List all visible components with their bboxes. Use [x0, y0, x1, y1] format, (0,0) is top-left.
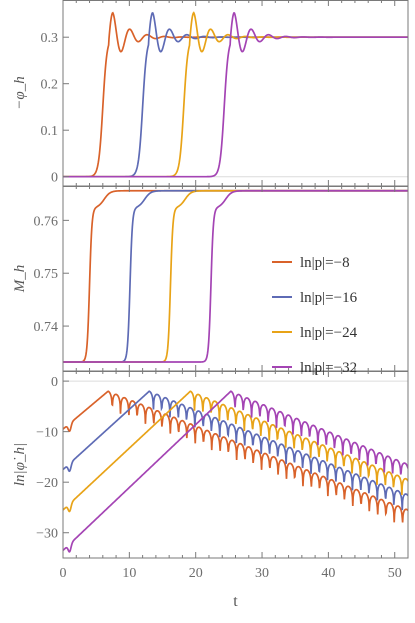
y-tick-label: 0.74: [34, 320, 59, 335]
y-tick-label: 0.75: [34, 267, 59, 282]
series-line-4: [63, 11, 408, 178]
x-tick-label: 0: [60, 566, 67, 581]
legend-entry-label: ln|p|=−16: [300, 290, 358, 306]
x-tick-label: 20: [189, 566, 203, 581]
y-tick-label: −10: [36, 426, 58, 441]
y-tick-label: 0.3: [41, 31, 59, 46]
x-axis-label: t: [233, 593, 238, 610]
x-tick-label: 30: [255, 566, 269, 581]
series-line-3: [63, 390, 408, 513]
plot-frame: [62, 186, 409, 372]
y-tick-label: 0: [51, 171, 58, 186]
y-tick-label: 0.76: [34, 214, 59, 229]
y-tick-label: 0.1: [41, 124, 59, 139]
plot-frame: [62, 0, 409, 187]
y-axis-label: −φ_h: [12, 76, 28, 109]
panel-bottom-log-phidot: 0 −10 −20 −30 ln|φ̇_h| 0 10 20 30 40 50 t: [12, 371, 409, 610]
panel-top-phi: 0 0.1 0.2 0.3 −φ_h: [12, 0, 409, 187]
legend: ln|p|=−8 ln|p|=−16 ln|p|=−24 ln|p|=−32: [272, 255, 358, 376]
x-tick-label: 40: [321, 566, 335, 581]
x-tick-label: 50: [388, 566, 402, 581]
legend-entry-label: ln|p|=−32: [300, 360, 357, 376]
y-tick-label: −30: [36, 527, 58, 542]
series-line-1: [63, 390, 408, 523]
y-tick-label: −20: [36, 476, 58, 491]
y-axis-label: M_h: [12, 265, 28, 294]
series-line-4: [63, 390, 408, 553]
panel-middle-mass: 0.74 0.75 0.76 M_h: [12, 186, 409, 372]
y-axis-label: ln|φ̇_h|: [12, 443, 28, 486]
x-tick-label: 10: [122, 566, 136, 581]
legend-entry-label: ln|p|=−24: [300, 325, 358, 341]
legend-entry-label: ln|p|=−8: [300, 255, 350, 271]
y-tick-label: 0: [51, 375, 58, 390]
series-line-2: [63, 390, 408, 511]
series-line-4: [63, 189, 408, 363]
y-tick-label: 0.2: [41, 78, 59, 93]
